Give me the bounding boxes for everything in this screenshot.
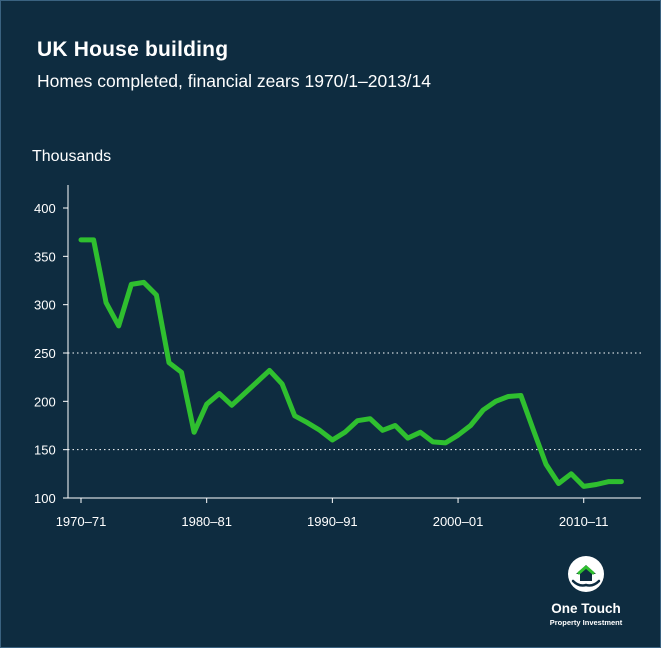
y-tick-label: 150 — [34, 443, 56, 458]
y-tick-label: 300 — [34, 298, 56, 313]
x-tick-label: 1990–91 — [307, 514, 358, 529]
x-tick-label: 1970–71 — [56, 514, 107, 529]
y-tick-label: 250 — [34, 346, 56, 361]
y-tick-label: 400 — [34, 201, 56, 216]
house-hand-icon — [568, 556, 604, 592]
y-axis-label: Thousands — [32, 148, 112, 165]
y-tick-label: 100 — [34, 491, 56, 506]
brand-logo: One Touch Property Investment — [538, 554, 634, 627]
brand-tagline: Property Investment — [549, 618, 623, 627]
brand-name: One Touch — [551, 601, 621, 616]
x-tick-label: 1980–81 — [181, 514, 232, 529]
x-tick-label: 2010–11 — [559, 514, 609, 529]
x-tick-label: 2000–01 — [433, 514, 484, 529]
chart-title: UK House building — [37, 38, 229, 61]
series-line — [78, 237, 624, 489]
chart-subtitle: Homes completed, financial zears 1970/1–… — [37, 71, 431, 91]
y-tick-label: 200 — [34, 394, 56, 409]
y-tick-label: 350 — [34, 249, 56, 264]
